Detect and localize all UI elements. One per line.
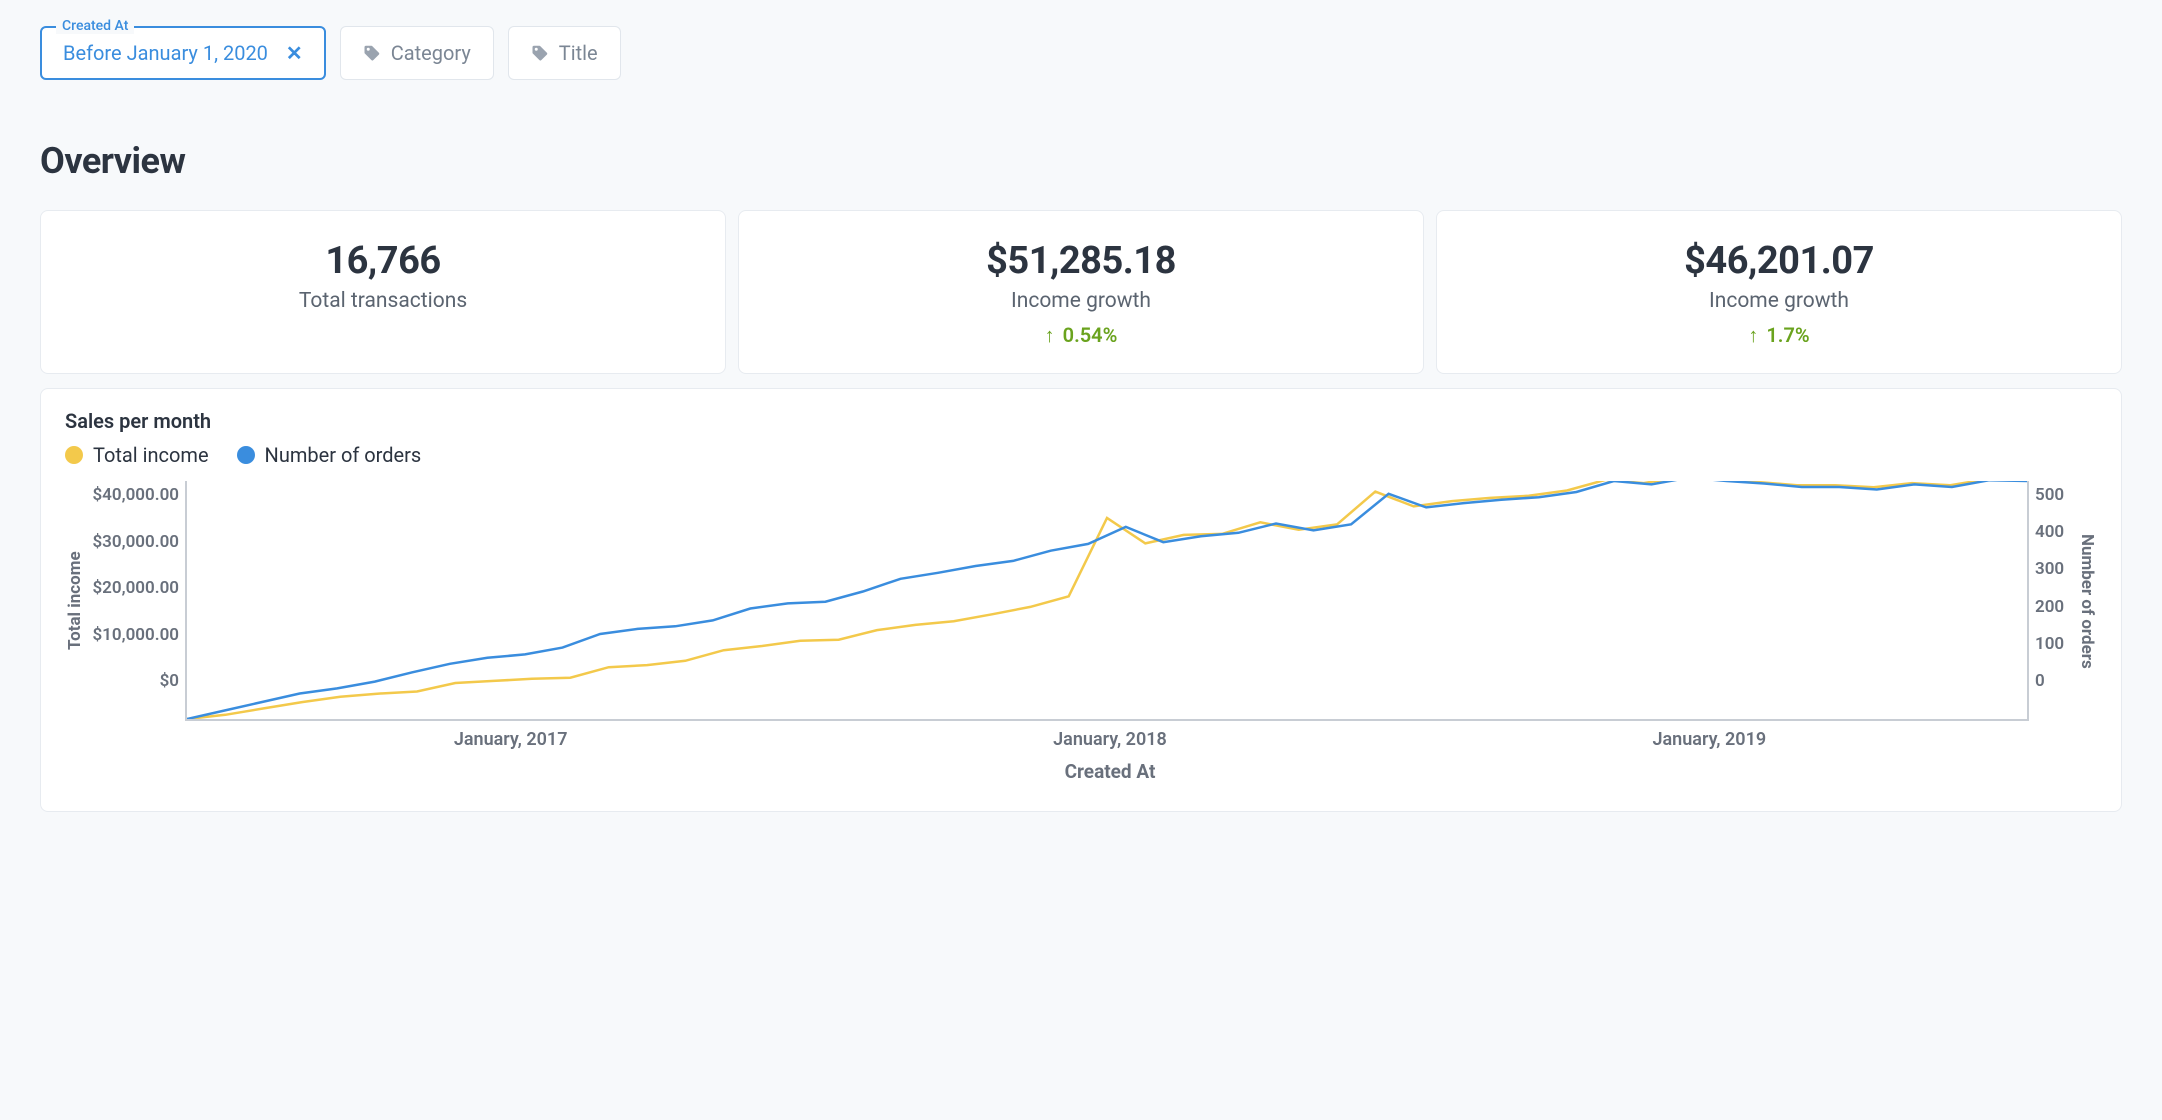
- y-axis-right-label: Number of orders: [2077, 481, 2097, 721]
- filter-created-at-legend: Created At: [56, 18, 134, 34]
- chart-plot[interactable]: [185, 481, 2029, 721]
- y-axis-left-ticks: $40,000.00$30,000.00$20,000.00$10,000.00…: [85, 481, 185, 721]
- kpi-delta-value: 1.7%: [1766, 323, 1809, 347]
- kpi-label: Income growth: [1457, 289, 2101, 313]
- legend-label: Number of orders: [265, 443, 422, 467]
- kpi-card-income-2: $46,201.07 Income growth ↑ 1.7%: [1436, 210, 2122, 374]
- filter-bar: Created At Before January 1, 2020 ✕ Cate…: [40, 26, 2122, 80]
- kpi-label: Total transactions: [61, 289, 705, 313]
- legend-swatch: [65, 446, 83, 464]
- filter-category-label: Category: [391, 41, 471, 65]
- kpi-label: Income growth: [759, 289, 1403, 313]
- y-axis-left-label: Total income: [65, 481, 85, 721]
- kpi-value: $46,201.07: [1457, 239, 2101, 283]
- arrow-up-icon: ↑: [1045, 325, 1055, 345]
- legend-item-total-income[interactable]: Total income: [65, 443, 209, 467]
- kpi-delta: ↑ 1.7%: [1748, 323, 1809, 347]
- close-icon[interactable]: ✕: [286, 43, 303, 63]
- section-title: Overview: [40, 140, 2122, 182]
- chart-area: Total income $40,000.00$30,000.00$20,000…: [65, 481, 2097, 721]
- x-axis-ticks: January, 2017January, 2018January, 2019: [203, 729, 2017, 750]
- arrow-up-icon: ↑: [1748, 325, 1758, 345]
- filter-created-at[interactable]: Created At Before January 1, 2020 ✕: [40, 26, 326, 80]
- kpi-card-income-1: $51,285.18 Income growth ↑ 0.54%: [738, 210, 1424, 374]
- kpi-delta: ↑ 0.54%: [1045, 323, 1118, 347]
- legend-label: Total income: [93, 443, 209, 467]
- chart-panel: Sales per month Total income Number of o…: [40, 388, 2122, 812]
- filter-category[interactable]: Category: [340, 26, 494, 80]
- kpi-card-transactions: 16,766 Total transactions: [40, 210, 726, 374]
- kpi-delta-value: 0.54%: [1063, 323, 1118, 347]
- filter-title-label: Title: [559, 41, 598, 65]
- kpi-value: $51,285.18: [759, 239, 1403, 283]
- y-axis-right-ticks: 5004003002001000: [2029, 481, 2077, 721]
- tag-icon: [531, 44, 549, 62]
- filter-created-at-value: Before January 1, 2020: [63, 41, 268, 65]
- x-axis-label: Created At: [203, 760, 2017, 783]
- chart-legend: Total income Number of orders: [65, 443, 2097, 467]
- chart-title: Sales per month: [65, 409, 2097, 433]
- tag-icon: [363, 44, 381, 62]
- legend-swatch: [237, 446, 255, 464]
- legend-item-orders[interactable]: Number of orders: [237, 443, 422, 467]
- kpi-cards: 16,766 Total transactions $51,285.18 Inc…: [40, 210, 2122, 374]
- series-total-income: [187, 481, 2027, 719]
- filter-title[interactable]: Title: [508, 26, 621, 80]
- kpi-value: 16,766: [61, 239, 705, 283]
